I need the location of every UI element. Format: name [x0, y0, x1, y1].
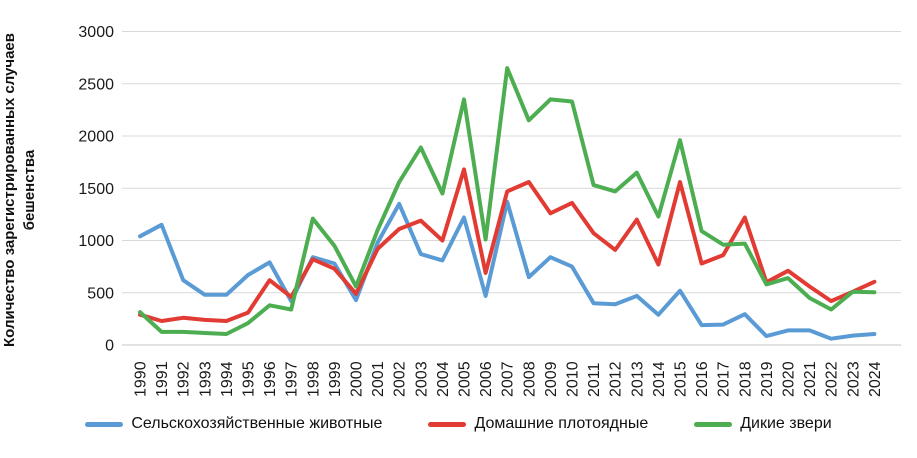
y-tick-label: 2000: [78, 129, 114, 146]
x-tick-label: 1996: [262, 361, 279, 397]
x-tick-label: 2023: [845, 361, 862, 397]
legend-label: Домашние плотоядные: [474, 415, 649, 432]
x-tick-label: 2016: [694, 361, 711, 397]
legend-item-agricultural-animals: Сельскохозяйственные животные: [85, 415, 382, 433]
x-tick-label: 1998: [305, 361, 322, 397]
x-tick-label: 1999: [327, 361, 344, 397]
y-tick-label: 2500: [78, 76, 114, 93]
x-tick-label: 2011: [586, 362, 603, 397]
x-tick-label: 2018: [737, 361, 754, 397]
series-line-0: [138, 199, 877, 341]
x-tick-label: 2007: [500, 361, 517, 397]
y-tick-label: 3000: [78, 24, 114, 41]
x-tick-label: 2010: [565, 361, 582, 397]
x-tick-label: 2020: [781, 361, 798, 397]
y-tick-label: 1000: [78, 233, 114, 250]
x-tick-label: 2019: [759, 361, 776, 397]
legend-label: Дикие звери: [740, 415, 832, 432]
x-tick-label: 1995: [241, 361, 258, 397]
x-tick-label: 1991: [154, 361, 171, 397]
x-tick-label: 2014: [651, 361, 668, 397]
legend-label: Сельскохозяйственные животные: [131, 415, 383, 432]
x-tick-label: 2006: [478, 361, 495, 397]
legend-item-domestic-carnivores: Домашние плотоядные: [428, 415, 648, 433]
y-axis-title-line2: бешенства: [20, 149, 38, 231]
series-line-2: [138, 66, 877, 336]
y-tick-label: 500: [87, 285, 114, 302]
x-tick-label: 2009: [543, 361, 560, 397]
x-tick-label: 2003: [413, 361, 430, 397]
x-tick-label: 2021: [802, 361, 819, 397]
legend-line-swatch-green: [694, 421, 733, 427]
y-axis-title: Количество зарегистрированных случаев бе…: [0, 20, 44, 360]
x-tick-label: 2024: [867, 361, 884, 397]
legend-line-swatch-red: [428, 421, 467, 427]
x-tick-label: 1993: [197, 361, 214, 397]
x-tick-label: 2000: [349, 361, 366, 397]
y-axis-title-line1: Количество зарегистрированных случаев: [1, 33, 18, 347]
x-tick-label: 2013: [629, 361, 646, 397]
legend: Сельскохозяйственные животные Домашние п…: [0, 402, 917, 446]
legend-item-wild-animals: Дикие звери: [694, 415, 832, 433]
x-tick-label: 1990: [133, 361, 150, 397]
y-tick-label: 1500: [78, 181, 114, 198]
y-tick-label: 0: [105, 338, 114, 355]
x-tick-label: 2004: [435, 361, 452, 397]
x-tick-label: 2001: [370, 361, 387, 397]
x-tick-label: 2008: [521, 361, 538, 397]
series-line-1: [138, 167, 877, 323]
x-tick-label: 1997: [284, 361, 301, 397]
legend-line-swatch-blue: [85, 421, 124, 427]
plot-area: 0 500 1000 1500 2000 2500 3000 1990 1991 1992 1993…: [78, 24, 901, 397]
x-tick-label: 2012: [608, 361, 625, 397]
x-tick-label: 2017: [716, 361, 733, 397]
x-tick-label: 1994: [219, 361, 236, 397]
x-tick-label: 2005: [457, 361, 474, 397]
x-tick-label: 1992: [176, 361, 193, 397]
x-tick-label: 2022: [824, 361, 841, 397]
x-tick-label: 2015: [673, 361, 690, 397]
x-tick-label: 2002: [392, 361, 409, 397]
